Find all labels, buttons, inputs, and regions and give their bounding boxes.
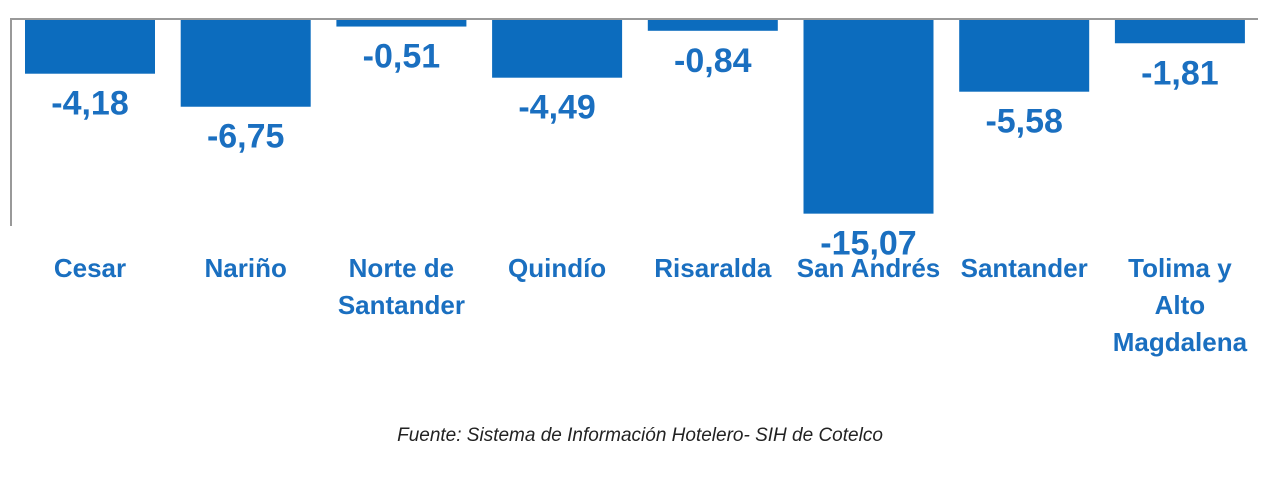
category-label: Norte de Santander	[338, 253, 465, 320]
data-label: -0,84	[674, 42, 752, 80]
data-label: -1,81	[1141, 54, 1219, 92]
category-label-line: Tolima y	[1128, 253, 1232, 283]
category-labels-group: Cesar Nariño Norte de Santander Quindío Risar…	[54, 253, 1248, 357]
bar	[803, 20, 934, 214]
category-label: Quindío	[508, 253, 606, 283]
category-label: Risaralda	[654, 253, 772, 283]
data-label: -15,07	[820, 225, 916, 263]
data-label: -4,18	[51, 85, 129, 123]
data-label: -0,51	[363, 38, 441, 76]
bar	[1114, 20, 1245, 44]
bar	[25, 20, 155, 74]
category-label-line: San Andrés	[797, 253, 941, 283]
category-label-line: Risaralda	[654, 253, 772, 283]
category-label-line: Alto	[1155, 290, 1206, 320]
category-label-line: Quindío	[508, 253, 606, 283]
category-label: Santander	[961, 253, 1088, 283]
data-label: -6,75	[207, 118, 285, 156]
category-label-line: Santander	[338, 290, 465, 320]
bar	[180, 20, 311, 107]
bar	[959, 20, 1090, 92]
bar	[492, 20, 623, 78]
bar	[336, 20, 467, 27]
category-label: Tolima y Alto Magdalena	[1113, 253, 1248, 357]
data-label: -5,58	[985, 103, 1063, 141]
value-labels-group: -4,18 -6,75 -0,51 -4,49 -0,84 -15,07 -5,58 -1,8…	[51, 38, 1218, 263]
category-label: Nariño	[205, 253, 287, 283]
category-label-line: Magdalena	[1113, 327, 1248, 357]
category-label-line: Nariño	[205, 253, 287, 283]
bar	[647, 20, 778, 31]
source-note: Fuente: Sistema de Información Hotelero-…	[397, 425, 883, 446]
category-label-line: Norte de	[349, 253, 454, 283]
bar-chart: -4,18 -6,75 -0,51 -4,49 -0,84 -15,07 -5,58 -1,8…	[10, 18, 1258, 357]
category-label: San Andrés	[797, 253, 941, 283]
category-label-line: Santander	[961, 253, 1088, 283]
category-label: Cesar	[54, 253, 126, 283]
bars-group	[25, 20, 1245, 214]
data-label: -4,49	[518, 89, 596, 127]
category-label-line: Cesar	[54, 253, 126, 283]
